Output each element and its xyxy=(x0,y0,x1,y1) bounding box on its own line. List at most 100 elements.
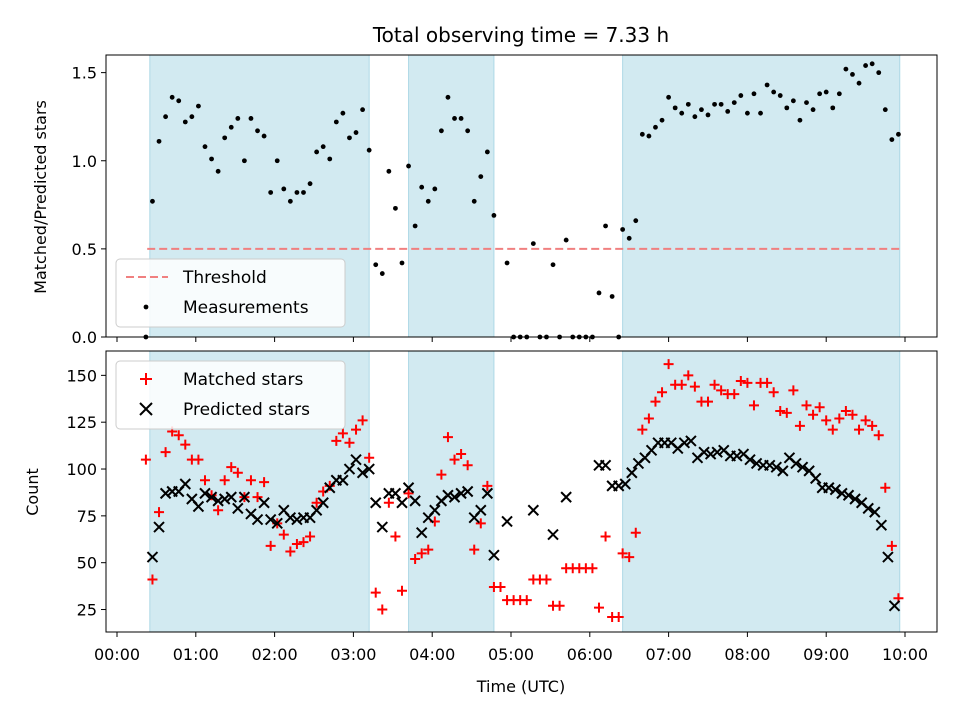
data-point xyxy=(452,116,457,121)
data-point-plus xyxy=(449,454,460,465)
data-point xyxy=(764,82,770,88)
data-point xyxy=(797,117,803,123)
x-tick-label: 02:00 xyxy=(252,645,298,664)
data-point xyxy=(314,149,320,155)
data-point-plus xyxy=(617,548,628,559)
data-point-plus xyxy=(416,548,427,559)
legend-label: Measurements xyxy=(183,298,309,318)
legend-measurements-swatch xyxy=(143,304,149,310)
data-point xyxy=(261,133,267,139)
data-point xyxy=(255,128,260,134)
data-point-x xyxy=(264,513,277,526)
data-point xyxy=(659,117,665,123)
data-point xyxy=(399,260,405,266)
data-point-x xyxy=(402,482,415,494)
legend-box xyxy=(115,258,346,328)
data-point-plus xyxy=(364,452,375,463)
x-tick-label: 01:00 xyxy=(173,645,219,664)
data-point xyxy=(692,114,698,120)
data-point xyxy=(633,218,639,224)
data-point xyxy=(150,198,155,204)
data-point xyxy=(876,70,882,76)
y-tick-label: 100 xyxy=(66,460,97,479)
data-point-x xyxy=(770,461,783,473)
data-point-plus xyxy=(298,537,309,548)
data-point-plus xyxy=(160,447,171,458)
data-point xyxy=(856,80,862,86)
data-point xyxy=(823,89,829,95)
data-point xyxy=(718,101,724,107)
data-point-plus xyxy=(541,574,552,585)
data-point-plus xyxy=(390,531,401,542)
legend-matched-swatch xyxy=(140,373,152,385)
data-point-x xyxy=(678,437,691,449)
data-point-plus xyxy=(213,505,224,516)
data-point xyxy=(504,260,510,266)
data-point xyxy=(804,100,809,105)
data-point xyxy=(301,190,306,195)
data-point-x xyxy=(370,497,382,509)
data-point-plus xyxy=(180,439,191,450)
data-point-x xyxy=(238,491,251,503)
data-point xyxy=(777,93,783,98)
data-point xyxy=(386,168,392,174)
data-point xyxy=(626,235,632,241)
data-point-plus xyxy=(199,475,210,486)
data-point xyxy=(353,130,359,135)
data-point-plus xyxy=(735,375,746,386)
data-point xyxy=(784,105,790,111)
data-point xyxy=(366,147,372,153)
data-point-plus xyxy=(613,612,624,623)
data-point xyxy=(235,116,241,121)
data-point xyxy=(379,271,385,276)
data-point xyxy=(679,110,685,116)
data-point xyxy=(419,184,425,190)
plot-frame xyxy=(105,54,938,338)
data-point-x xyxy=(225,491,237,503)
data-point xyxy=(393,205,398,211)
series-measurements xyxy=(143,61,901,340)
data-point-plus xyxy=(637,424,648,435)
data-point xyxy=(758,110,763,116)
data-point-plus xyxy=(193,454,204,465)
x-tick-label: 07:00 xyxy=(646,645,692,664)
data-point-x xyxy=(284,512,297,524)
data-point-x xyxy=(356,467,369,479)
data-point-x xyxy=(875,519,888,531)
data-point-plus xyxy=(703,396,713,407)
data-point xyxy=(445,94,451,100)
data-point xyxy=(731,100,737,105)
data-point-plus xyxy=(410,553,421,564)
data-point-plus xyxy=(226,462,237,473)
data-point-plus xyxy=(676,379,687,390)
data-point xyxy=(274,158,280,164)
data-point-plus xyxy=(311,497,322,508)
y-tick-label: 125 xyxy=(66,413,97,432)
data-point-plus xyxy=(663,359,674,370)
data-point xyxy=(653,124,658,130)
top-y-axis-label: Matched/Predicted stars xyxy=(31,100,50,294)
data-point-plus xyxy=(630,527,641,538)
plot-frame xyxy=(105,350,938,633)
data-point-x xyxy=(501,515,513,528)
data-point xyxy=(156,138,162,144)
data-point-x xyxy=(862,502,874,515)
data-point-x xyxy=(232,502,244,515)
data-point-plus xyxy=(396,585,407,596)
data-point-x xyxy=(612,480,625,492)
y-tick-label: 1.5 xyxy=(72,64,97,83)
data-point-plus xyxy=(521,595,532,606)
data-point-plus xyxy=(337,428,348,439)
data-point-x xyxy=(192,500,205,513)
data-point-x xyxy=(731,450,743,462)
data-point-plus xyxy=(436,469,447,480)
data-point xyxy=(373,262,379,268)
data-point-x xyxy=(888,600,901,612)
x-axis-label: Time (UTC) xyxy=(476,677,565,696)
data-point xyxy=(438,128,444,134)
legend-label: Predicted stars xyxy=(183,400,310,420)
data-point xyxy=(484,149,490,155)
data-point xyxy=(817,91,823,97)
x-tick-label: 10:00 xyxy=(882,645,928,664)
data-point-plus xyxy=(814,402,825,413)
